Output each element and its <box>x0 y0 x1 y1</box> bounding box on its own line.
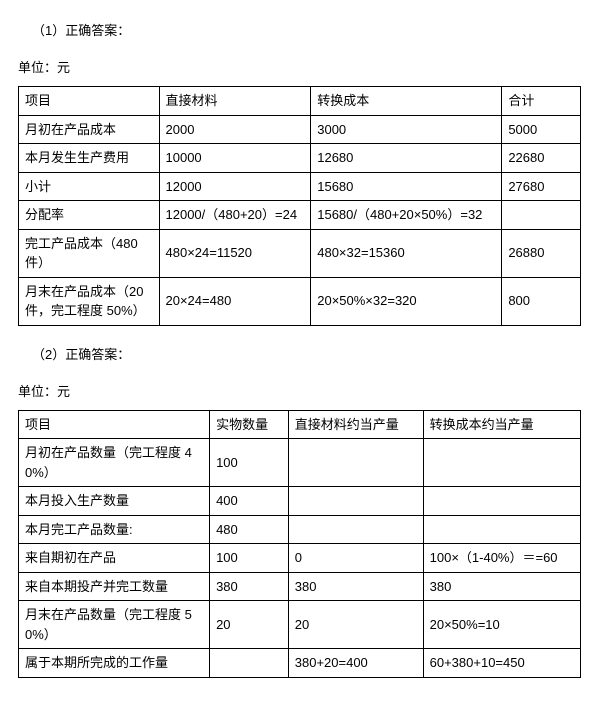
table-cell: 2000 <box>159 115 311 144</box>
table-cell: 380 <box>210 572 289 601</box>
table-cell: 20×50%×32=320 <box>311 277 502 325</box>
table-cell: 15680 <box>311 172 502 201</box>
table-header: 直接材料 <box>159 87 311 116</box>
section2-title: （2）正确答案： <box>32 344 581 363</box>
table2: 项目 实物数量 直接材料约当产量 转换成本约当产量 月初在产品数量（完工程度 4… <box>18 410 581 678</box>
section2-unit: 单位：元 <box>18 381 581 400</box>
table-header: 直接材料约当产量 <box>288 410 423 439</box>
section1-unit: 单位：元 <box>18 57 581 76</box>
table-cell: 22680 <box>502 144 581 173</box>
table-row: 本月完工产品数量: 480 <box>19 515 581 544</box>
section1-title: （1）正确答案： <box>32 20 581 39</box>
table-cell: 0 <box>288 544 423 573</box>
table-row: 来自期初在产品 100 0 100×（1-40%）＝=60 <box>19 544 581 573</box>
table-cell: 3000 <box>311 115 502 144</box>
table-cell: 20 <box>210 601 289 649</box>
table-header: 转换成本约当产量 <box>423 410 580 439</box>
table-cell <box>210 649 289 678</box>
table-cell: 分配率 <box>19 201 160 230</box>
table-cell: 5000 <box>502 115 581 144</box>
table-header: 项目 <box>19 87 160 116</box>
table-cell: 60+380+10=450 <box>423 649 580 678</box>
table-row: 本月投入生产数量 400 <box>19 487 581 516</box>
table-row: 月初在产品成本 2000 3000 5000 <box>19 115 581 144</box>
table-cell: 100 <box>210 544 289 573</box>
table-row: 项目 直接材料 转换成本 合计 <box>19 87 581 116</box>
table-cell: 480 <box>210 515 289 544</box>
table-cell: 480×32=15360 <box>311 229 502 277</box>
table-cell: 100 <box>210 439 289 487</box>
table-cell: 380 <box>423 572 580 601</box>
table-row: 完工产品成本（480 件） 480×24=11520 480×32=15360 … <box>19 229 581 277</box>
table-cell: 100×（1-40%）＝=60 <box>423 544 580 573</box>
table-cell: 380+20=400 <box>288 649 423 678</box>
table-cell <box>288 487 423 516</box>
table-cell: 月初在产品数量（完工程度 40%） <box>19 439 210 487</box>
table-cell <box>288 439 423 487</box>
table-cell: 800 <box>502 277 581 325</box>
table-cell: 15680/（480+20×50%）=32 <box>311 201 502 230</box>
table-cell: 12680 <box>311 144 502 173</box>
table-cell: 本月投入生产数量 <box>19 487 210 516</box>
table-row: 分配率 12000/（480+20）=24 15680/（480+20×50%）… <box>19 201 581 230</box>
table-cell: 26880 <box>502 229 581 277</box>
table-row: 属于本期所完成的工作量 380+20=400 60+380+10=450 <box>19 649 581 678</box>
table-cell: 本月完工产品数量: <box>19 515 210 544</box>
table-cell: 小计 <box>19 172 160 201</box>
table-row: 小计 12000 15680 27680 <box>19 172 581 201</box>
table-cell <box>423 515 580 544</box>
table-cell: 27680 <box>502 172 581 201</box>
table-cell: 本月发生生产费用 <box>19 144 160 173</box>
table-cell: 月末在产品成本（20 件，完工程度 50%） <box>19 277 160 325</box>
table-cell: 20×24=480 <box>159 277 311 325</box>
table-cell: 来自期初在产品 <box>19 544 210 573</box>
table-cell <box>502 201 581 230</box>
table-cell: 12000 <box>159 172 311 201</box>
table-row: 来自本期投产并完工数量 380 380 380 <box>19 572 581 601</box>
table-header: 实物数量 <box>210 410 289 439</box>
table-cell: 20 <box>288 601 423 649</box>
table-cell: 完工产品成本（480 件） <box>19 229 160 277</box>
table-row: 月末在产品数量（完工程度 50%） 20 20 20×50%=10 <box>19 601 581 649</box>
table-header: 转换成本 <box>311 87 502 116</box>
table-row: 月初在产品数量（完工程度 40%） 100 <box>19 439 581 487</box>
table-cell: 480×24=11520 <box>159 229 311 277</box>
table-cell: 月末在产品数量（完工程度 50%） <box>19 601 210 649</box>
table-cell: 12000/（480+20）=24 <box>159 201 311 230</box>
table-row: 本月发生生产费用 10000 12680 22680 <box>19 144 581 173</box>
table-row: 月末在产品成本（20 件，完工程度 50%） 20×24=480 20×50%×… <box>19 277 581 325</box>
table-header: 项目 <box>19 410 210 439</box>
table-cell: 380 <box>288 572 423 601</box>
table-cell: 400 <box>210 487 289 516</box>
table-cell: 来自本期投产并完工数量 <box>19 572 210 601</box>
table-cell: 20×50%=10 <box>423 601 580 649</box>
table-cell <box>288 515 423 544</box>
table-header: 合计 <box>502 87 581 116</box>
table-cell: 10000 <box>159 144 311 173</box>
table-cell <box>423 487 580 516</box>
table1: 项目 直接材料 转换成本 合计 月初在产品成本 2000 3000 5000 本… <box>18 86 581 326</box>
table-cell: 月初在产品成本 <box>19 115 160 144</box>
table-cell: 属于本期所完成的工作量 <box>19 649 210 678</box>
table-row: 项目 实物数量 直接材料约当产量 转换成本约当产量 <box>19 410 581 439</box>
table-cell <box>423 439 580 487</box>
